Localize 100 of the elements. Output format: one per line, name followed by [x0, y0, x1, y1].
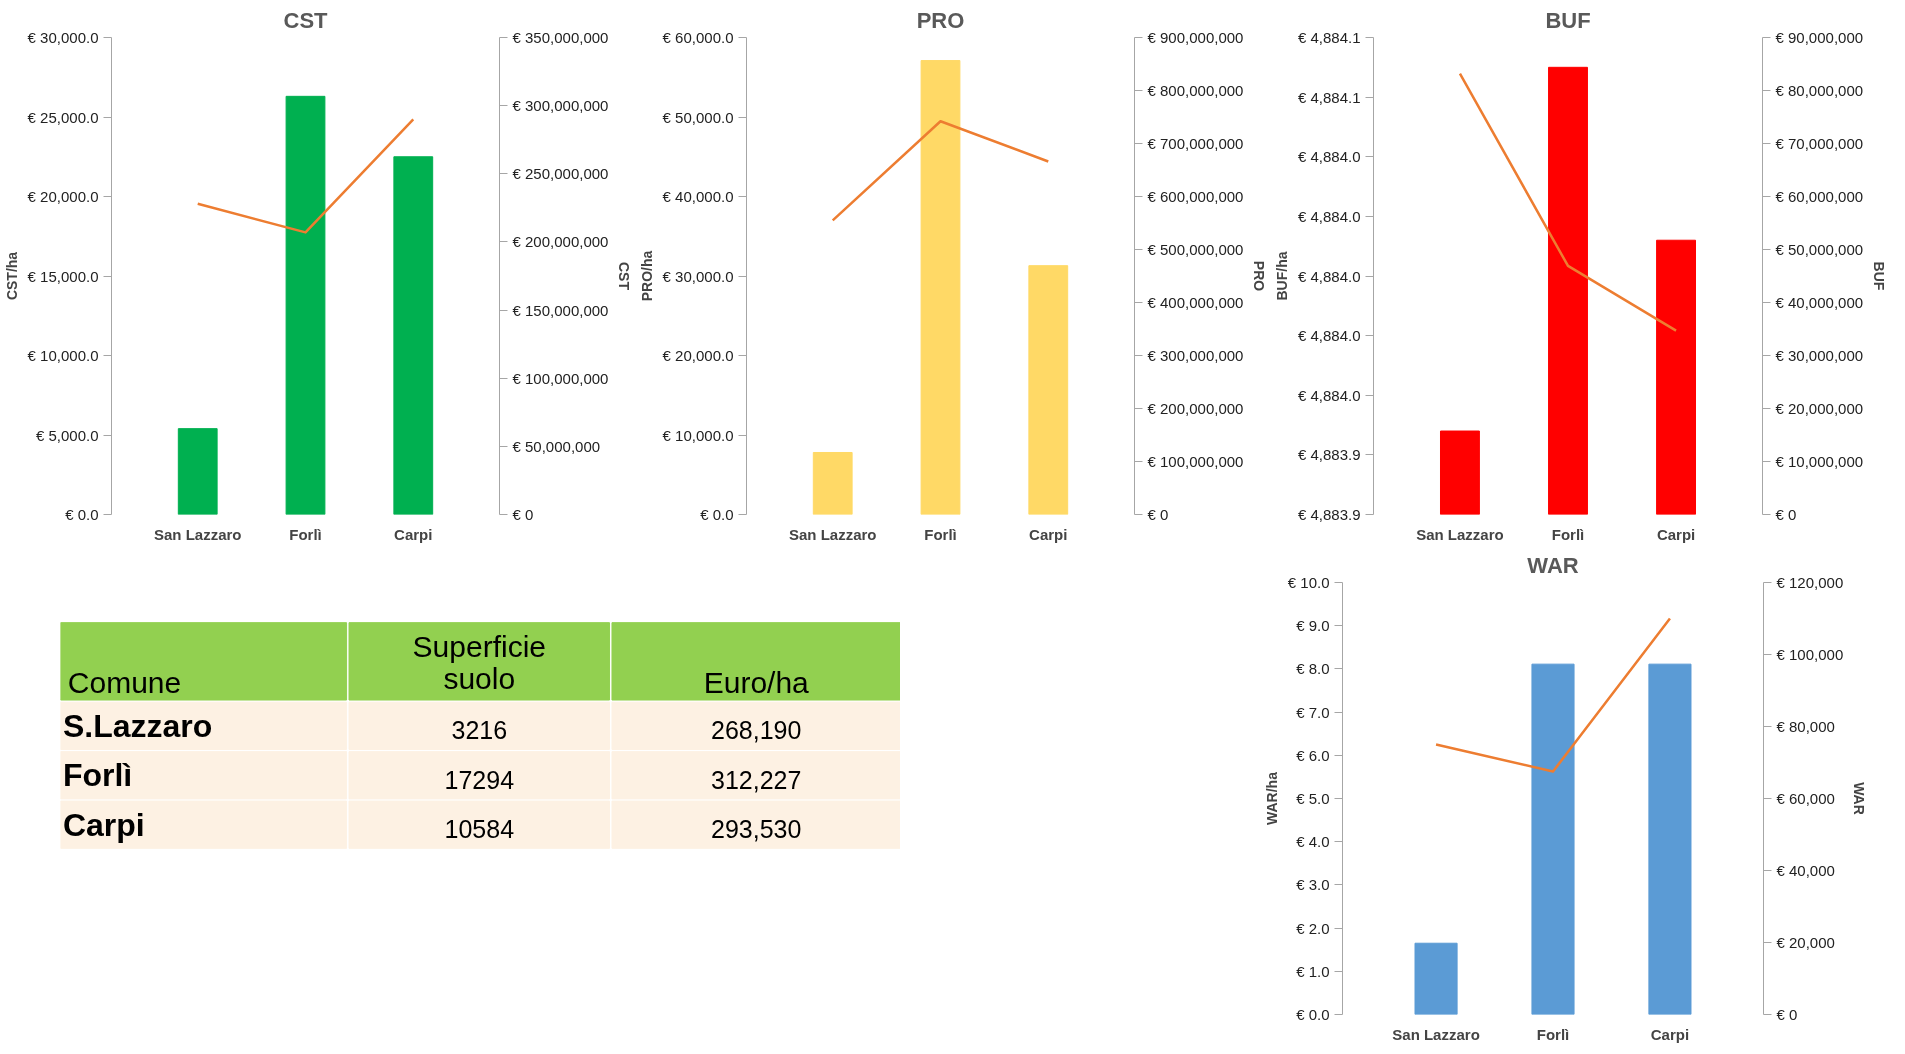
y-tick-label: € 40,000.0	[662, 188, 734, 205]
x-tick-label: Carpi	[1029, 525, 1068, 543]
y2-tick-label: € 600,000,000	[1147, 188, 1244, 205]
series-label: Euro/ha	[703, 666, 810, 700]
y-tick-label: € 4,883.9	[1297, 506, 1361, 523]
y-tick-label: € 25,000.0	[27, 108, 99, 126]
x-tick-label: San Lazzaro	[1392, 1025, 1480, 1043]
data-label: 10584	[444, 815, 515, 843]
text: Comune	[67, 666, 182, 700]
y2-tick-label: € 20,000,000	[1775, 400, 1864, 417]
y2-tick-label: € 0	[1147, 506, 1169, 523]
chart-title: CST	[283, 7, 329, 33]
y-tick-label: € 5,000.0	[35, 426, 99, 444]
y-tick-label: € 4,884.0	[1297, 148, 1361, 166]
y-tick-label: € 4,884.0	[1297, 327, 1361, 345]
y-tick-label: € 20,000.0	[662, 347, 734, 364]
y-tick-label: € 10.0	[1287, 574, 1330, 591]
y-tick-label: € 4,884.0	[1297, 386, 1361, 404]
y2-tick-label: € 100,000	[1776, 646, 1844, 663]
y2-tick-label: € 80,000,000	[1775, 82, 1864, 99]
x-tick-label: San Lazzaro	[1416, 525, 1504, 543]
y2-tick-label: € 100,000,000	[1147, 453, 1244, 470]
y2-axis-title: WAR	[1851, 782, 1868, 815]
y2-tick-label: € 30,000,000	[1775, 347, 1864, 364]
bar	[285, 95, 326, 515]
y2-tick-label: € 300,000,000	[1147, 347, 1244, 364]
y2-tick-label: € 0	[1776, 1006, 1798, 1023]
y2-tick-label: € 40,000	[1776, 862, 1835, 879]
y-tick-label: € 3.0	[1296, 876, 1330, 894]
y2-tick-label: € 400,000,000	[1147, 294, 1244, 311]
y-tick-label: € 0.0	[1296, 1006, 1330, 1023]
y-tick-label: € 4.0	[1296, 833, 1330, 851]
y2-tick-label: € 500,000,000	[1147, 241, 1244, 258]
y-tick-label: € 4,884.1	[1297, 29, 1361, 46]
y-tick-label: € 6.0	[1296, 746, 1330, 764]
series-label: Superficie suolo	[412, 629, 546, 696]
x-tick-label: Forlì	[924, 525, 957, 543]
y-tick-label: € 10,000.0	[662, 426, 734, 444]
x-tick-label: Carpi	[394, 525, 433, 543]
category-label: Forlì	[62, 757, 133, 794]
y2-tick-label: € 100,000,000	[512, 369, 609, 387]
y2-tick-label: € 200,000,000	[512, 233, 609, 251]
y-tick-label: € 8.0	[1296, 660, 1330, 678]
y-tick-label: € 4,884.0	[1297, 267, 1361, 285]
x-tick-label: Forlì	[289, 525, 322, 543]
y2-tick-label: € 20,000	[1776, 934, 1835, 951]
y2-tick-label: € 80,000	[1776, 718, 1835, 735]
y2-tick-label: € 60,000,000	[1775, 188, 1864, 205]
y2-axis-title: BUF	[1871, 261, 1888, 291]
y-tick-label: € 5.0	[1296, 790, 1330, 807]
y2-tick-label: € 120,000	[1776, 574, 1844, 591]
bar	[393, 156, 434, 515]
y2-tick-label: € 60,000	[1776, 790, 1835, 807]
y2-tick-label: € 0	[1775, 506, 1797, 523]
y2-tick-label: € 350,000,000	[512, 29, 609, 46]
y2-tick-label: € 700,000,000	[1147, 135, 1244, 152]
y2-tick-label: € 200,000,000	[1147, 400, 1244, 417]
y2-tick-label: € 250,000,000	[512, 165, 609, 183]
y-axis-title: BUF/ha	[1273, 251, 1290, 301]
y2-tick-label: € 90,000,000	[1775, 29, 1864, 46]
y2-tick-label: € 50,000,000	[1775, 241, 1864, 258]
data-label: 3216	[451, 716, 508, 745]
x-tick-label: Forlì	[1536, 1025, 1570, 1043]
x-tick-label: Carpi	[1656, 525, 1696, 543]
y2-tick-label: € 300,000,000	[512, 97, 609, 115]
y-tick-label: € 20,000.0	[27, 188, 99, 205]
y-axis-title: WAR/ha	[1263, 771, 1280, 825]
y2-tick-label: € 10,000,000	[1775, 453, 1864, 470]
y-tick-label: € 7.0	[1296, 703, 1330, 721]
y-tick-label: € 50,000.0	[662, 108, 734, 126]
y-tick-label: € 10,000.0	[27, 347, 99, 364]
y2-tick-label: € 900,000,000	[1147, 29, 1244, 46]
data-label: 312,227	[711, 765, 802, 794]
chart-title: BUF	[1545, 7, 1591, 33]
bar	[177, 428, 218, 515]
y2-tick-label: € 70,000,000	[1775, 135, 1864, 152]
y2-tick-label: € 0	[512, 506, 534, 523]
y-tick-label: € 4,884.1	[1297, 88, 1361, 106]
x-tick-label: San Lazzaro	[153, 525, 242, 543]
y-tick-label: € 30,000.0	[27, 29, 99, 46]
y-tick-label: € 4,883.9	[1297, 446, 1361, 464]
x-tick-label: Carpi	[1650, 1025, 1690, 1043]
data-label: 268,190	[711, 716, 802, 745]
y-axis-title: CST/ha	[3, 251, 20, 301]
chart-title: PRO	[916, 7, 965, 33]
y2-tick-label: € 800,000,000	[1147, 82, 1244, 99]
category-label: S.Lazzaro	[62, 707, 213, 744]
y-tick-label: € 2.0	[1296, 919, 1330, 937]
y-tick-label: € 30,000.0	[662, 267, 734, 285]
y-tick-label: € 4,884.0	[1297, 207, 1361, 225]
y-tick-label: € 9.0	[1296, 617, 1330, 635]
data-label: 17294	[444, 765, 515, 794]
x-tick-label: Forlì	[1551, 525, 1585, 543]
y-tick-label: € 60,000.0	[662, 29, 734, 46]
bar	[920, 60, 961, 515]
y2-axis-title: PRO	[1251, 260, 1268, 292]
x-tick-label: San Lazzaro	[788, 525, 877, 543]
y-axis-title: PRO/ha	[638, 250, 655, 302]
y2-tick-label: € 150,000,000	[512, 301, 609, 319]
y-tick-label: € 0.0	[700, 506, 734, 523]
